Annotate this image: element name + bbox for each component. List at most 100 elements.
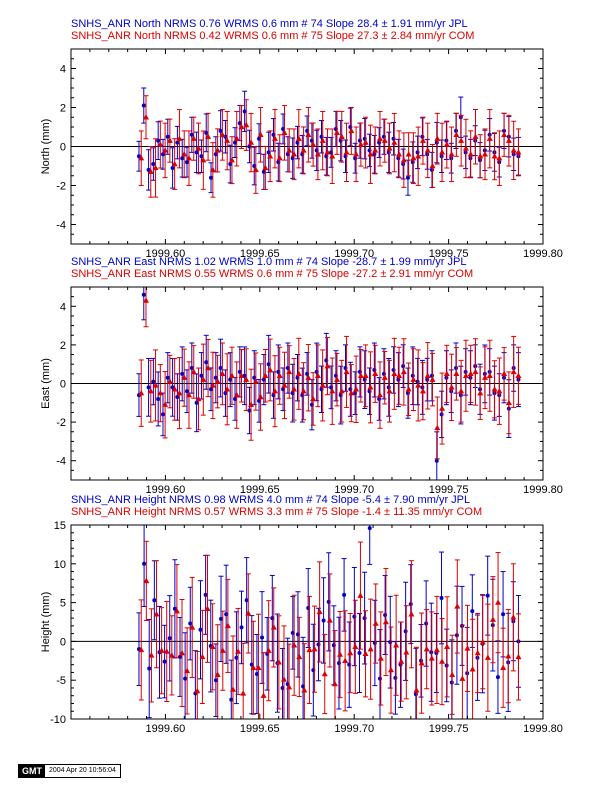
data-point-com (162, 147, 169, 153)
data-point-com (372, 147, 379, 153)
data-point-com (291, 642, 298, 648)
data-point-com (334, 129, 341, 136)
data-point-com (396, 151, 403, 157)
data-point-com (443, 370, 450, 377)
data-point-com (214, 147, 221, 153)
data-point-com (372, 370, 379, 377)
data-point-jpl (367, 148, 372, 153)
data-point-jpl (386, 150, 391, 155)
data-point-com (265, 647, 272, 653)
data-point-com (267, 366, 274, 373)
data-point-com (252, 378, 259, 384)
data-point-com (381, 137, 388, 143)
data-point-com (419, 137, 426, 143)
chart-title-com: SNHS_ANR East NRMS 0.55 WRMS 0.6 mm # 75… (71, 268, 473, 280)
data-point-com (310, 141, 317, 147)
data-point-com (224, 137, 231, 143)
data-point-com (458, 137, 465, 143)
data-point-com (326, 617, 333, 623)
data-point-com (311, 645, 318, 652)
data-point-jpl (367, 389, 372, 394)
data-point-com (433, 646, 440, 653)
data-point-jpl (439, 595, 444, 600)
data-point-com (248, 139, 255, 145)
data-point-com (484, 654, 491, 660)
data-point-com (138, 389, 145, 396)
data-point-com (353, 151, 360, 157)
data-point-com (362, 372, 369, 378)
data-point-jpl (372, 367, 377, 372)
data-point-com (362, 650, 369, 657)
data-point-jpl (188, 621, 193, 626)
data-point-com (405, 151, 412, 157)
y-tick-label: -10 (50, 714, 66, 726)
data-point-jpl (381, 134, 386, 139)
data-point-jpl (170, 165, 175, 170)
data-point-com (482, 151, 489, 157)
data-point-jpl (151, 379, 156, 384)
data-point-com (271, 135, 278, 141)
data-point-jpl (381, 371, 386, 376)
data-point-com (338, 133, 345, 139)
data-point-com (515, 372, 522, 378)
data-point-com (398, 658, 405, 664)
data-point-com (458, 388, 465, 394)
data-point-com (491, 153, 498, 159)
data-point-com (348, 389, 355, 396)
data-point-jpl (218, 366, 223, 371)
data-point-com (143, 297, 150, 303)
data-point-jpl (405, 391, 410, 396)
data-point-com (316, 608, 323, 615)
data-point-com (464, 645, 471, 651)
data-point-jpl (194, 150, 199, 155)
y-tick-label: -4 (56, 456, 66, 468)
data-point-com (267, 153, 274, 159)
data-point-com (486, 135, 493, 141)
data-point-jpl (213, 375, 218, 380)
data-point-com (386, 145, 393, 151)
data-point-jpl (160, 152, 165, 157)
data-point-com (260, 692, 267, 698)
data-point-com (439, 149, 446, 155)
data-point-jpl (204, 130, 209, 135)
data-point-com (243, 376, 250, 382)
data-point-jpl (223, 391, 228, 396)
data-point-com (190, 368, 197, 375)
data-point-com (243, 121, 250, 128)
data-point-com (143, 114, 150, 120)
data-point-com (496, 155, 503, 161)
data-point-jpl (172, 606, 177, 611)
data-point-jpl (228, 377, 233, 382)
data-point-com (200, 156, 207, 163)
data-point-com (224, 386, 231, 392)
data-point-jpl (410, 373, 415, 378)
data-point-jpl (425, 377, 430, 382)
data-point-com (166, 137, 173, 143)
data-point-com (143, 577, 150, 584)
data-point-com (238, 123, 245, 130)
data-point-com (214, 671, 221, 677)
data-point-com (400, 156, 407, 163)
data-point-jpl (257, 136, 262, 141)
data-point-jpl (218, 128, 223, 133)
x-tick-label: 1999.60 (146, 248, 186, 260)
data-point-jpl (377, 676, 382, 681)
data-point-com (189, 624, 196, 630)
data-point-com (205, 364, 212, 371)
data-point-com (300, 388, 307, 394)
data-point-jpl (177, 654, 182, 659)
data-point-com (505, 137, 512, 143)
data-point-jpl (165, 134, 170, 139)
data-point-com (162, 401, 169, 407)
data-point-jpl (420, 134, 425, 139)
data-point-com (173, 607, 180, 614)
data-layer (136, 287, 522, 480)
y-axis-label: North (mm) (40, 119, 52, 175)
y-tick-label: 0 (60, 636, 66, 648)
data-point-com (280, 676, 287, 682)
data-point-com (319, 137, 326, 143)
data-point-jpl (219, 616, 224, 621)
data-point-com (185, 391, 192, 398)
data-point-jpl (147, 666, 152, 671)
